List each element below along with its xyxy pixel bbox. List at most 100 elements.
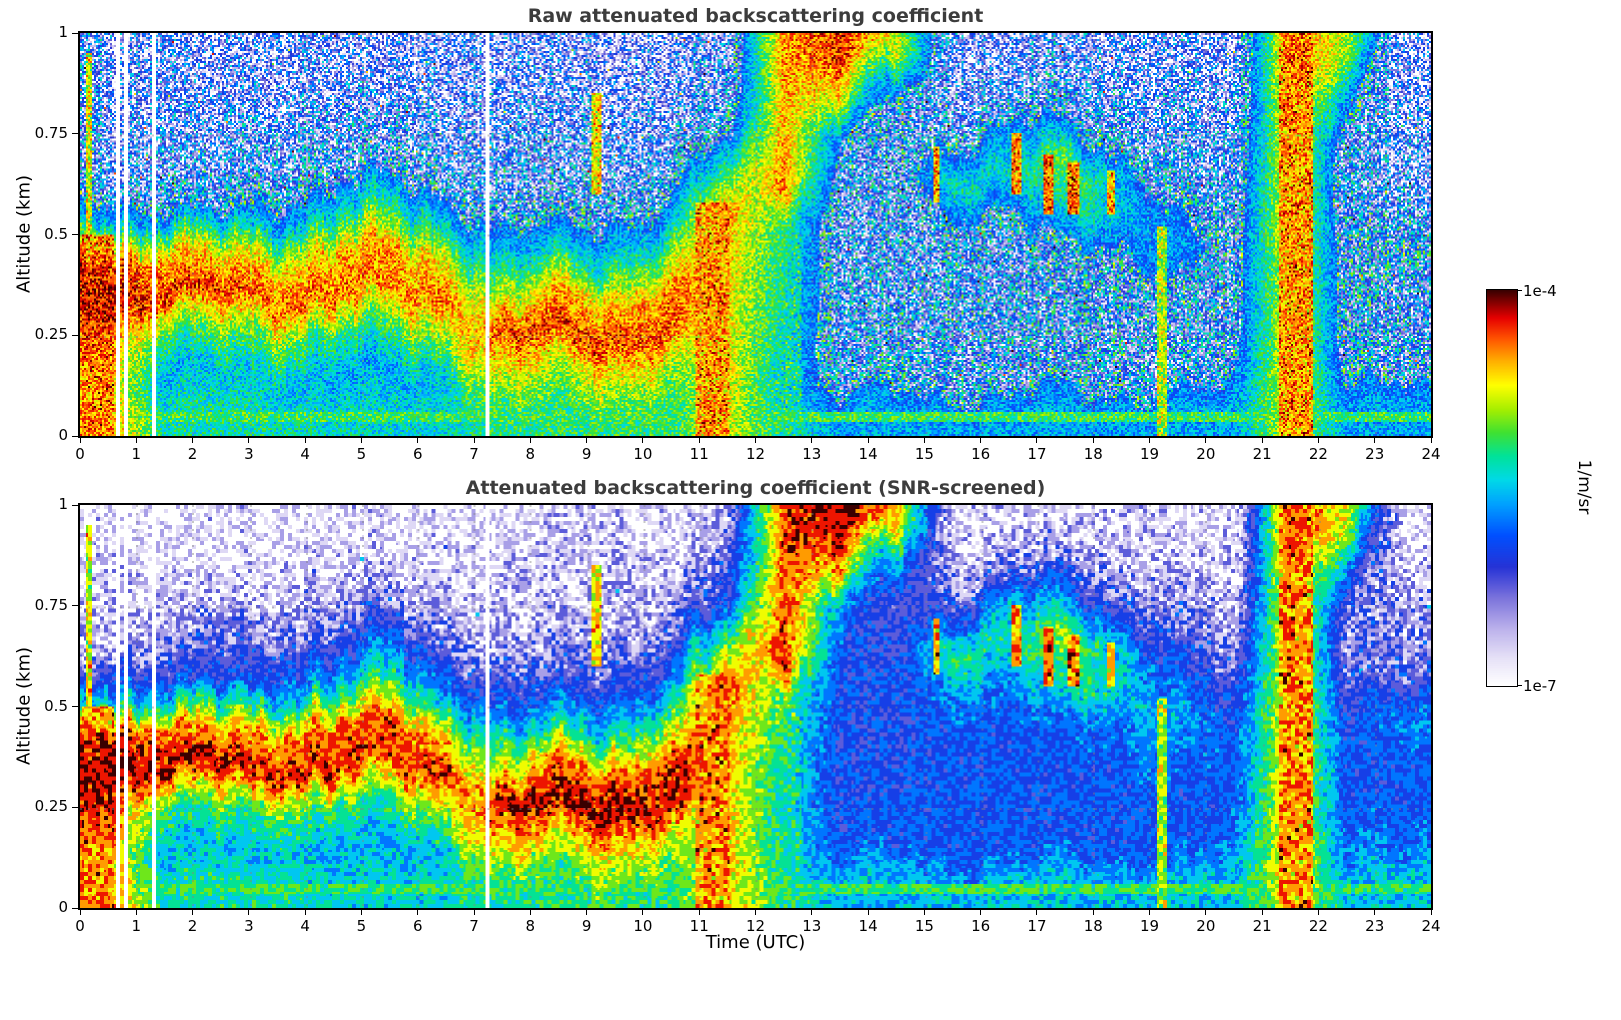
x-tick-label: 10 <box>633 445 653 463</box>
x-tick-label: 21 <box>1252 445 1272 463</box>
x-tick-mark <box>135 910 137 915</box>
x-tick-mark <box>417 438 419 443</box>
x-tick-mark <box>1036 438 1038 443</box>
x-tick-mark <box>698 438 700 443</box>
raw-heatmap-canvas <box>80 33 1431 436</box>
x-tick-label: 11 <box>689 917 709 935</box>
y-tick-label: 0.5 <box>44 224 68 243</box>
x-axis-label: Time (UTC) <box>705 932 806 953</box>
x-tick-label: 19 <box>1139 917 1160 935</box>
x-tick-label: 16 <box>971 445 991 463</box>
x-tick-label: 19 <box>1139 445 1160 463</box>
y-tick-label: 0.25 <box>34 797 68 816</box>
y-tick-label: 1 <box>58 495 68 513</box>
x-tick-label: 20 <box>1196 445 1216 463</box>
x-tick-mark <box>1092 438 1094 443</box>
x-tick-mark <box>1374 910 1376 915</box>
y-tick-mark <box>72 806 78 808</box>
x-tick-label: 18 <box>1083 445 1103 463</box>
x-tick-mark <box>811 438 813 443</box>
x-tick-label: 16 <box>971 917 991 935</box>
x-tick-label: 1 <box>131 917 142 935</box>
x-tick-mark <box>586 438 588 443</box>
x-tick-label: 5 <box>356 917 367 935</box>
x-tick-mark <box>248 910 250 915</box>
x-tick-label: 7 <box>469 917 479 935</box>
x-tick-label: 0 <box>75 445 85 463</box>
x-tick-label: 14 <box>858 445 878 463</box>
x-tick-mark <box>1092 910 1094 915</box>
screened-heatmap-canvas <box>80 505 1431 908</box>
x-tick-mark <box>529 438 531 443</box>
x-tick-mark <box>642 910 644 915</box>
x-tick-mark <box>1149 438 1151 443</box>
x-tick-mark <box>1205 438 1207 443</box>
x-tick-mark <box>1430 438 1432 443</box>
x-tick-label: 5 <box>356 445 367 463</box>
x-tick-label: 22 <box>1308 917 1328 935</box>
x-tick-label: 17 <box>1027 917 1047 935</box>
y-tick-label: 0 <box>58 898 68 916</box>
x-tick-mark <box>1374 438 1376 443</box>
y-tick-mark <box>72 334 78 336</box>
raw-plot-frame <box>78 31 1433 438</box>
x-tick-mark <box>248 438 250 443</box>
x-tick-label: 10 <box>633 917 653 935</box>
x-tick-mark <box>1149 910 1151 915</box>
y-tick-mark <box>72 435 78 437</box>
colorbar-min-label: 1e-7 <box>1523 677 1557 695</box>
x-tick-label: 3 <box>244 445 254 463</box>
y-tick-label: 0.75 <box>34 123 68 142</box>
x-tick-mark <box>1317 910 1319 915</box>
x-tick-label: 24 <box>1421 445 1441 463</box>
x-tick-mark <box>811 910 813 915</box>
colorbar-unit-label: 1/m/sr <box>1574 459 1594 515</box>
colorbar-gradient <box>1487 290 1517 686</box>
x-tick-label: 1 <box>131 445 142 463</box>
y-tick-label: 0 <box>58 426 68 444</box>
colorbar-bottom-tick-mark <box>1518 685 1522 686</box>
x-tick-mark <box>135 438 137 443</box>
x-tick-mark <box>417 910 419 915</box>
x-tick-mark <box>304 438 306 443</box>
x-tick-label: 24 <box>1421 917 1441 935</box>
x-tick-mark <box>1317 438 1319 443</box>
colorbar-frame <box>1486 289 1518 687</box>
x-tick-label: 3 <box>244 917 254 935</box>
x-tick-mark <box>923 438 925 443</box>
y-tick-mark <box>72 605 78 607</box>
x-tick-label: 6 <box>412 445 423 463</box>
y-tick-mark <box>72 234 78 235</box>
x-tick-mark <box>473 438 475 443</box>
x-tick-label: 4 <box>300 445 310 463</box>
x-tick-label: 2 <box>187 445 198 463</box>
panel-title-screened: Attenuated backscattering coefficient (S… <box>465 477 1046 499</box>
panel-title-raw: Raw attenuated backscattering coefficien… <box>527 5 984 27</box>
x-tick-label: 0 <box>75 917 85 935</box>
y-tick-mark <box>72 504 78 506</box>
x-tick-label: 20 <box>1196 917 1216 935</box>
x-tick-label: 12 <box>745 445 766 463</box>
colorbar-max-label: 1e-4 <box>1523 282 1557 300</box>
x-tick-label: 13 <box>802 445 822 463</box>
x-tick-mark <box>980 910 982 915</box>
x-tick-mark <box>79 910 81 915</box>
x-tick-label: 2 <box>187 917 198 935</box>
x-tick-mark <box>192 910 194 915</box>
x-tick-label: 22 <box>1308 445 1328 463</box>
colorbar-top-tick-mark <box>1518 290 1522 291</box>
x-tick-label: 14 <box>858 917 878 935</box>
x-tick-mark <box>360 910 362 915</box>
x-tick-mark <box>1430 910 1432 915</box>
x-tick-label: 12 <box>745 917 766 935</box>
x-tick-label: 11 <box>689 445 709 463</box>
x-tick-label: 23 <box>1365 917 1385 935</box>
x-tick-mark <box>1205 910 1207 915</box>
screened-plot-frame <box>78 503 1433 910</box>
y-tick-mark <box>72 133 78 135</box>
y-tick-label: 0.5 <box>44 696 68 715</box>
x-tick-mark <box>192 438 194 443</box>
x-tick-label: 6 <box>412 917 423 935</box>
x-tick-mark <box>1261 910 1263 915</box>
x-tick-mark <box>473 910 475 915</box>
